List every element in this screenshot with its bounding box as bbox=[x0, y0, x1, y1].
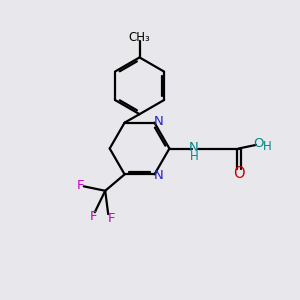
Text: F: F bbox=[108, 212, 116, 225]
Text: N: N bbox=[189, 141, 199, 154]
Text: F: F bbox=[76, 179, 84, 192]
Text: CH₃: CH₃ bbox=[129, 31, 150, 44]
Text: N: N bbox=[154, 169, 163, 182]
Text: N: N bbox=[154, 115, 163, 128]
Text: H: H bbox=[190, 150, 198, 164]
Text: F: F bbox=[89, 210, 97, 223]
Text: O: O bbox=[233, 167, 244, 182]
Text: H: H bbox=[263, 140, 272, 153]
Text: O: O bbox=[254, 137, 264, 150]
